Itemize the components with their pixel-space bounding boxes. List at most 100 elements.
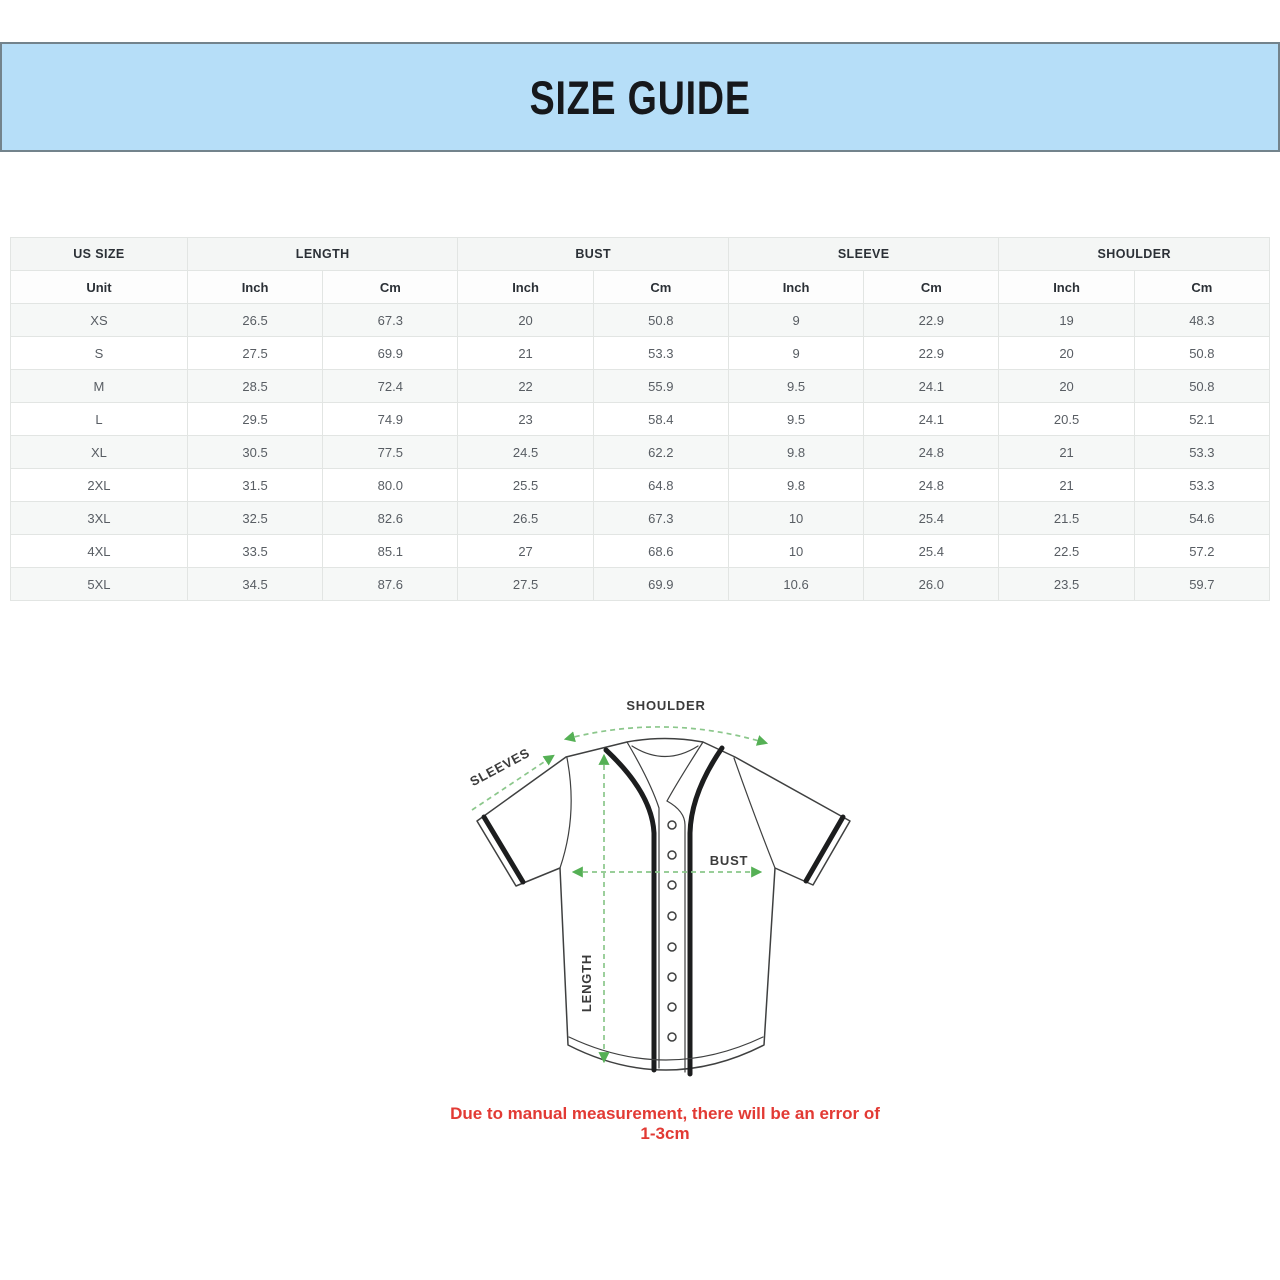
measurement-cell: 28.5 xyxy=(186,369,324,403)
table-row: S 27.5 69.9 21 53.3 9 22.9 20 50.8 xyxy=(10,336,1271,370)
unit-header-cell: Inch xyxy=(998,270,1135,304)
measurement-cell: 54.6 xyxy=(1133,501,1271,535)
measurement-cell: 22 xyxy=(457,369,594,403)
unit-header-row: Unit Inch Cm Inch Cm Inch Cm Inch Cm xyxy=(10,270,1271,304)
column-header-us-size: US SIZE xyxy=(10,237,188,271)
measurement-cell: 53.3 xyxy=(1133,435,1271,469)
measurement-cell: 34.5 xyxy=(186,567,324,601)
measurement-cell: 10.6 xyxy=(727,567,865,601)
size-cell: XL xyxy=(10,435,188,469)
length-label: LENGTH xyxy=(579,954,594,1012)
measurement-cell: 59.7 xyxy=(1133,567,1271,601)
size-cell: 5XL xyxy=(10,567,188,601)
measurement-cell: 53.3 xyxy=(592,336,729,370)
page-title: SIZE GUIDE xyxy=(529,70,751,124)
size-cell: 2XL xyxy=(10,468,188,502)
table-row: XS 26.5 67.3 20 50.8 9 22.9 19 48.3 xyxy=(10,303,1271,337)
measurement-cell: 21 xyxy=(998,468,1135,502)
measurement-cell: 22.9 xyxy=(863,303,1000,337)
measurement-cell: 9.5 xyxy=(727,402,865,436)
measurement-cell: 31.5 xyxy=(186,468,324,502)
measurement-cell: 58.4 xyxy=(592,402,729,436)
cuff-stripe-right xyxy=(803,814,846,884)
measurement-cell: 53.3 xyxy=(1133,468,1271,502)
measurement-cell: 87.6 xyxy=(322,567,459,601)
measurement-cell: 52.1 xyxy=(1133,402,1271,436)
measurement-cell: 23 xyxy=(457,402,594,436)
measurement-cell: 20 xyxy=(457,303,594,337)
measurement-cell: 32.5 xyxy=(186,501,324,535)
size-cell: S xyxy=(10,336,188,370)
measurement-arrows xyxy=(471,726,769,1064)
column-header-bust: BUST xyxy=(457,237,729,271)
placket-trim-left xyxy=(603,747,657,1073)
column-header-sleeve: SLEEVE xyxy=(727,237,1000,271)
measurement-cell: 27.5 xyxy=(457,567,594,601)
measurement-cell: 27 xyxy=(457,534,594,568)
shoulder-label: SHOULDER xyxy=(626,698,705,713)
measurement-cell: 69.9 xyxy=(592,567,729,601)
size-chart-section: US SIZE LENGTH BUST SLEEVE SHOULDER Unit… xyxy=(10,237,1271,601)
measurement-cell: 69.9 xyxy=(322,336,459,370)
measurement-cell: 27.5 xyxy=(186,336,324,370)
measurement-cell: 21.5 xyxy=(998,501,1135,535)
measurement-cell: 33.5 xyxy=(186,534,324,568)
measurement-cell: 9 xyxy=(727,303,865,337)
measurement-cell: 9 xyxy=(727,336,865,370)
table-row: 2XL 31.5 80.0 25.5 64.8 9.8 24.8 21 53.3 xyxy=(10,468,1271,502)
size-guide-banner: SIZE GUIDE xyxy=(0,42,1280,152)
measurement-cell: 26.5 xyxy=(186,303,324,337)
measurement-cell: 22.9 xyxy=(863,336,1000,370)
measurement-cell: 22.5 xyxy=(998,534,1135,568)
column-header-shoulder: SHOULDER xyxy=(998,237,1270,271)
column-header-length: LENGTH xyxy=(186,237,459,271)
measurement-cell: 25.4 xyxy=(863,534,1000,568)
measurement-cell: 20 xyxy=(998,336,1135,370)
table-row: 3XL 32.5 82.6 26.5 67.3 10 25.4 21.5 54.6 xyxy=(10,501,1271,535)
measurement-disclaimer: Due to manual measurement, there will be… xyxy=(450,1104,880,1143)
measurement-cell: 67.3 xyxy=(592,501,729,535)
measurement-cell: 21 xyxy=(457,336,594,370)
shoulder-measure-arrow xyxy=(563,726,769,746)
size-cell: M xyxy=(10,369,188,403)
jersey-outline xyxy=(476,737,851,1077)
measurement-cell: 9.8 xyxy=(727,468,865,502)
cuff-stripe-left xyxy=(481,814,526,885)
measurement-cell: 30.5 xyxy=(186,435,324,469)
measurement-cell: 23.5 xyxy=(998,567,1135,601)
measurement-cell: 9.8 xyxy=(727,435,865,469)
measurement-cell: 20.5 xyxy=(998,402,1135,436)
sleeves-measure-arrow xyxy=(471,754,555,811)
measurement-cell: 48.3 xyxy=(1133,303,1271,337)
unit-label-cell: Unit xyxy=(10,270,188,304)
measurement-cell: 62.2 xyxy=(592,435,729,469)
measurement-cell: 80.0 xyxy=(322,468,459,502)
table-row: XL 30.5 77.5 24.5 62.2 9.8 24.8 21 53.3 xyxy=(10,435,1271,469)
measurement-cell: 85.1 xyxy=(322,534,459,568)
measurement-cell: 55.9 xyxy=(592,369,729,403)
measurement-cell: 24.5 xyxy=(457,435,594,469)
table-row: M 28.5 72.4 22 55.9 9.5 24.1 20 50.8 xyxy=(10,369,1271,403)
unit-header-cell: Cm xyxy=(863,270,1000,304)
unit-header-cell: Cm xyxy=(322,270,459,304)
measurement-cell: 50.8 xyxy=(592,303,729,337)
measurement-cell: 72.4 xyxy=(322,369,459,403)
jersey-diagram-svg: SHOULDER SLEEVES BUST LENGTH xyxy=(467,698,851,1077)
table-row: 5XL 34.5 87.6 27.5 69.9 10.6 26.0 23.5 59.7 xyxy=(10,567,1271,601)
measurement-cell: 9.5 xyxy=(727,369,865,403)
size-cell: L xyxy=(10,402,188,436)
measurement-cell: 24.8 xyxy=(863,468,1000,502)
measurement-cell: 26.0 xyxy=(863,567,1000,601)
unit-header-cell: Cm xyxy=(592,270,729,304)
size-cell: XS xyxy=(10,303,188,337)
measurement-cell: 82.6 xyxy=(322,501,459,535)
size-chart-table: US SIZE LENGTH BUST SLEEVE SHOULDER Unit… xyxy=(10,237,1271,601)
size-table-body: XS 26.5 67.3 20 50.8 9 22.9 19 48.3 S 27.5 69.9 21 53… xyxy=(10,303,1271,601)
measurement-cell: 20 xyxy=(998,369,1135,403)
measurement-cell: 10 xyxy=(727,501,865,535)
measurement-cell: 25.4 xyxy=(863,501,1000,535)
measurement-diagram: SHOULDER SLEEVES BUST LENGTH xyxy=(450,693,880,1117)
measurement-cell: 24.8 xyxy=(863,435,1000,469)
measurement-cell: 29.5 xyxy=(186,402,324,436)
unit-header-cell: Inch xyxy=(727,270,865,304)
